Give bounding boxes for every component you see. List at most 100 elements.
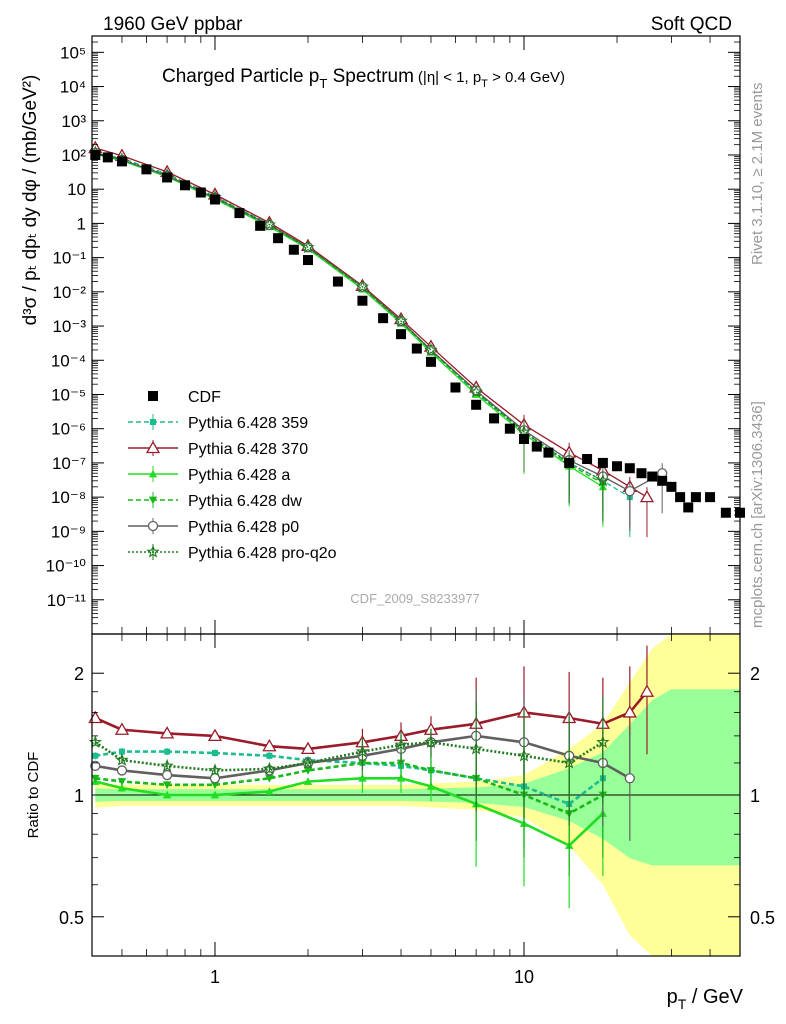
ratio-point-pydw [426, 767, 436, 775]
ratio-point-py359 [164, 748, 171, 755]
ratio-line-pyp0 [95, 734, 631, 780]
main-y-tick-label: 10⁵ [60, 43, 86, 62]
main-point-pyproq2o [394, 314, 408, 327]
side-mcplots-label: mcplots.cern.ch [arXiv:1306.3436] [749, 401, 766, 628]
main-point-cdf [411, 343, 422, 354]
chart-title: Charged Particle pT Spectrum (|η| < 1, pT… [162, 66, 565, 91]
y-axis-label-ratio-wrap: Ratio to CDF [25, 752, 42, 839]
ratio-y-tick-label: 1 [74, 786, 84, 806]
main-point-cdf [450, 382, 461, 393]
ratio-point-pyproq2o [596, 735, 610, 748]
header-left: 1960 GeV ppbar [103, 14, 243, 35]
ratio-point-py370 [300, 741, 316, 755]
ratio-point-pyproq2o [160, 758, 174, 772]
main-point-cdf [332, 276, 343, 287]
ratio-point-pya [117, 783, 127, 792]
legend-item-py370: Pythia 6.428 370 [128, 440, 308, 458]
main-series-pya [91, 150, 608, 527]
chart-title-tail: Spectrum [327, 66, 414, 87]
ratio-point-py359 [118, 748, 125, 755]
chart-title-cut-tail: > 0.4 GeV) [488, 69, 565, 86]
legend-item-pydw: Pythia 6.428 dw [128, 492, 302, 510]
x-axis-label-tail: / GeV [686, 986, 743, 1008]
main-point-pyproq2o [301, 240, 315, 254]
main-point-cdf [162, 172, 173, 183]
legend-label: Pythia 6.428 pro-q2o [188, 545, 337, 562]
ratio-y-tick-label-right: 1 [750, 786, 760, 806]
ratio-point-py370 [114, 722, 130, 735]
main-point-cdf [396, 329, 407, 340]
ratio-point-py370 [88, 710, 103, 724]
ratio-point-py359 [211, 750, 218, 757]
ratio-point-pyproq2o [208, 763, 222, 777]
main-y-tick-label: 10⁻¹⁰ [46, 557, 87, 576]
main-point-cdf [180, 180, 191, 191]
main-point-cdf [102, 152, 113, 163]
main-point-cdf [209, 194, 220, 205]
chart-title-sub: T [319, 76, 327, 91]
main-point-cdf [195, 187, 206, 198]
analysis-id: CDF_2009_S8233977 [350, 591, 479, 606]
main-point-cdf [425, 356, 436, 367]
main-y-tick-label: 10⁻⁶ [51, 420, 86, 439]
ratio-panel: 1 10 0.5 0.5 1 1 2 2 Ratio to CDF pT / GeV [25, 633, 775, 1012]
main-point-cdf [690, 492, 701, 503]
legend-item-cdf: CDF [148, 389, 221, 406]
main-y-tick-label: 10⁻¹¹ [47, 591, 87, 610]
ratio-point-pydw [91, 774, 100, 783]
ratio-y-tick-label-right: 2 [750, 664, 760, 684]
main-series-pydw [91, 150, 608, 524]
ratio-point-pya [265, 787, 274, 795]
main-point-cdf [564, 457, 575, 468]
main-point-cdf [357, 295, 368, 306]
ratio-point-py370 [262, 738, 277, 752]
chart-title-cut-sub: T [481, 78, 488, 90]
legend-item-pyp0: Pythia 6.428 p0 [128, 518, 299, 536]
main-point-pyp0 [624, 485, 635, 497]
main-point-cdf [519, 434, 529, 445]
legend-label: Pythia 6.428 a [188, 467, 290, 484]
ratio-point-pyproq2o [301, 755, 315, 769]
ratio-point-py370 [207, 728, 223, 742]
x-axis-label: pT / GeV [667, 986, 744, 1012]
main-series-pyproq2o [88, 145, 610, 521]
ratio-y-tick-label: 0.5 [59, 908, 84, 928]
ratio-point-pya [426, 782, 436, 790]
header-right: Soft QCD [651, 14, 732, 35]
main-y-tick-label: 10 [67, 180, 86, 199]
main-point-py370 [639, 489, 655, 503]
main-point-cdf [255, 220, 266, 231]
main-series-py370 [88, 140, 655, 538]
ratio-point-pyp0 [116, 765, 128, 776]
main-y-tick-label: 10⁻³ [52, 317, 86, 336]
legend-label: Pythia 6.428 359 [188, 415, 308, 432]
ratio-point-pydw [117, 778, 127, 786]
legend-label: CDF [188, 389, 221, 406]
main-point-pyproq2o [469, 384, 483, 398]
ratio-point-pyp0 [624, 773, 635, 784]
ratio-point-pyproq2o [562, 755, 576, 769]
main-y-tick-label: 10⁻¹ [52, 249, 86, 268]
legend-marker [145, 440, 161, 454]
legend-marker [148, 469, 158, 478]
main-point-cdf [471, 399, 482, 410]
ratio-point-pya [358, 774, 367, 782]
ratio-point-py370 [639, 684, 655, 697]
main-point-pyproq2o [424, 342, 438, 356]
ratio-point-pyproq2o [517, 748, 531, 762]
ratio-point-pya [162, 790, 172, 799]
x-axis-label-main: p [667, 986, 678, 1008]
ratio-point-pyproq2o [469, 741, 483, 755]
ratio-ticks: 1 10 0.5 0.5 1 1 2 2 [59, 634, 775, 987]
main-panel: 10⁻¹¹ 10⁻¹⁰ 10⁻⁹ 10⁻⁸ 10⁻⁷ 10⁻⁶ 10⁻⁵ 10⁻⁴ 10⁻³ 10… [20, 35, 745, 635]
legend-marker [146, 544, 160, 558]
main-point-pyproq2o [262, 217, 277, 231]
main-point-cdf [612, 461, 623, 472]
side-rivet-label: Rivet 3.1.10, ≥ 2.1M events [749, 83, 766, 266]
main-y-tick-label: 10⁻⁴ [51, 351, 86, 370]
legend-label: Pythia 6.428 dw [188, 493, 302, 510]
main-line-py370 [95, 147, 648, 498]
main-y-tick-label: 10⁻⁷ [52, 454, 86, 473]
ratio-point-pyproq2o [262, 761, 277, 775]
y-axis-label-main: d³σ / pₜ dpₜ dy dφ / (mb/GeV²) [20, 75, 41, 326]
